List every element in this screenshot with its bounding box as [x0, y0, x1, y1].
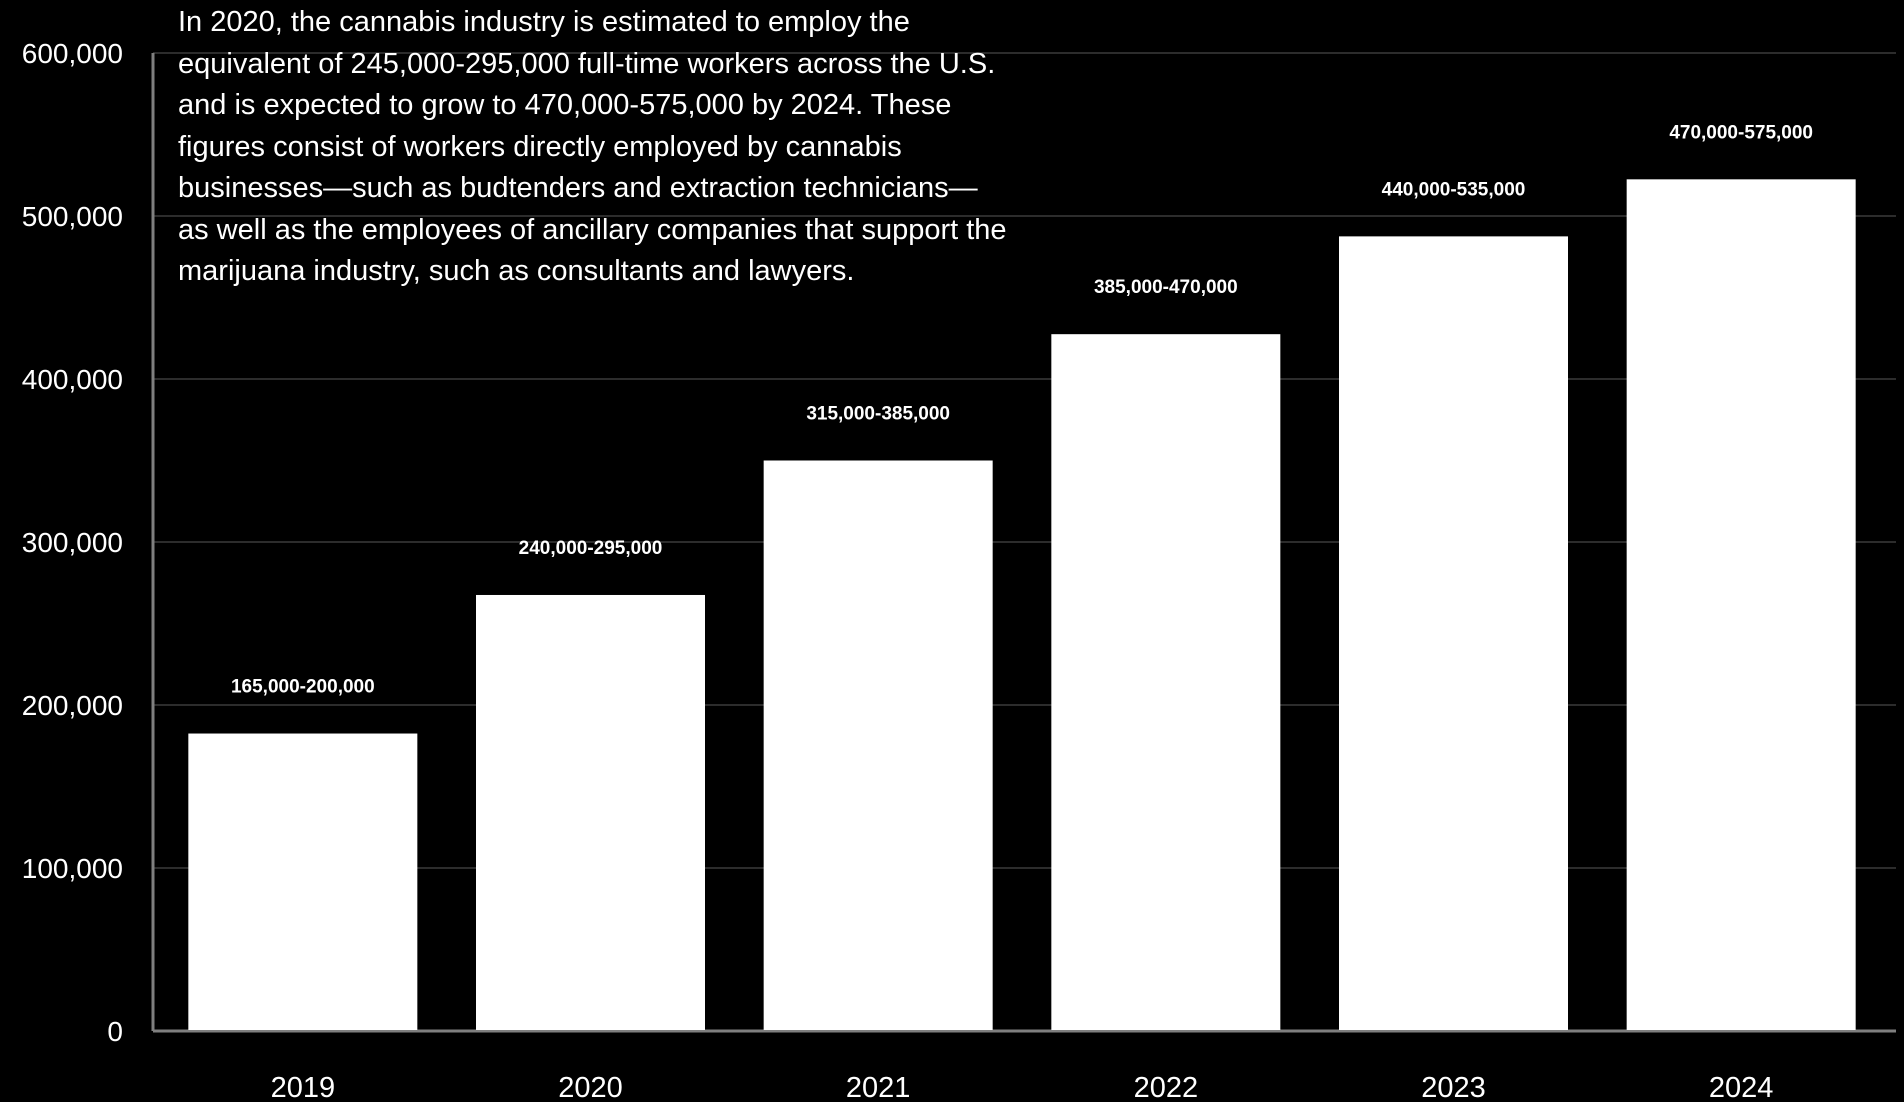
y-tick-label: 500,000 [22, 201, 123, 232]
x-tick-label: 2022 [1134, 1072, 1199, 1102]
bar-2021 [763, 460, 993, 1030]
data-label: 470,000-575,000 [1669, 122, 1813, 143]
y-axis-tick-labels: 0 100,000 200,000 300,000 400,000 500,000 600,… [22, 38, 123, 1047]
data-label: 165,000-200,000 [231, 677, 375, 698]
y-tick-label: 200,000 [22, 690, 123, 721]
y-tick-label: 0 [107, 1016, 123, 1047]
y-tick-label: 600,000 [22, 38, 123, 69]
bar-2023 [1339, 236, 1568, 1030]
x-tick-label: 2020 [558, 1072, 623, 1102]
data-label: 385,000-470,000 [1094, 277, 1238, 298]
x-axis-tick-labels: 2019 2020 2021 2022 2023 2024 [271, 1072, 1774, 1102]
data-labels: 165,000-200,000 240,000-295,000 315,000-38… [231, 122, 1813, 697]
gridlines [153, 52, 1896, 869]
bar-2020 [476, 594, 705, 1030]
data-label: 315,000-385,000 [806, 404, 950, 425]
x-tick-label: 2019 [271, 1072, 336, 1102]
x-tick-label: 2021 [846, 1072, 911, 1102]
y-tick-label: 100,000 [22, 853, 123, 884]
chart-annotation: In 2020, the cannabis industry is estima… [178, 6, 1007, 287]
y-tick-label: 300,000 [22, 527, 123, 558]
data-label: 240,000-295,000 [519, 538, 663, 559]
data-label: 440,000-535,000 [1382, 179, 1526, 200]
bar-2024 [1626, 179, 1856, 1030]
bar-2019 [188, 733, 418, 1030]
bars [188, 179, 1856, 1030]
y-tick-label: 400,000 [22, 364, 123, 395]
bar-2022 [1051, 334, 1281, 1030]
x-tick-label: 2024 [1709, 1072, 1774, 1102]
axes [151, 53, 1896, 1033]
x-tick-label: 2023 [1421, 1072, 1486, 1102]
